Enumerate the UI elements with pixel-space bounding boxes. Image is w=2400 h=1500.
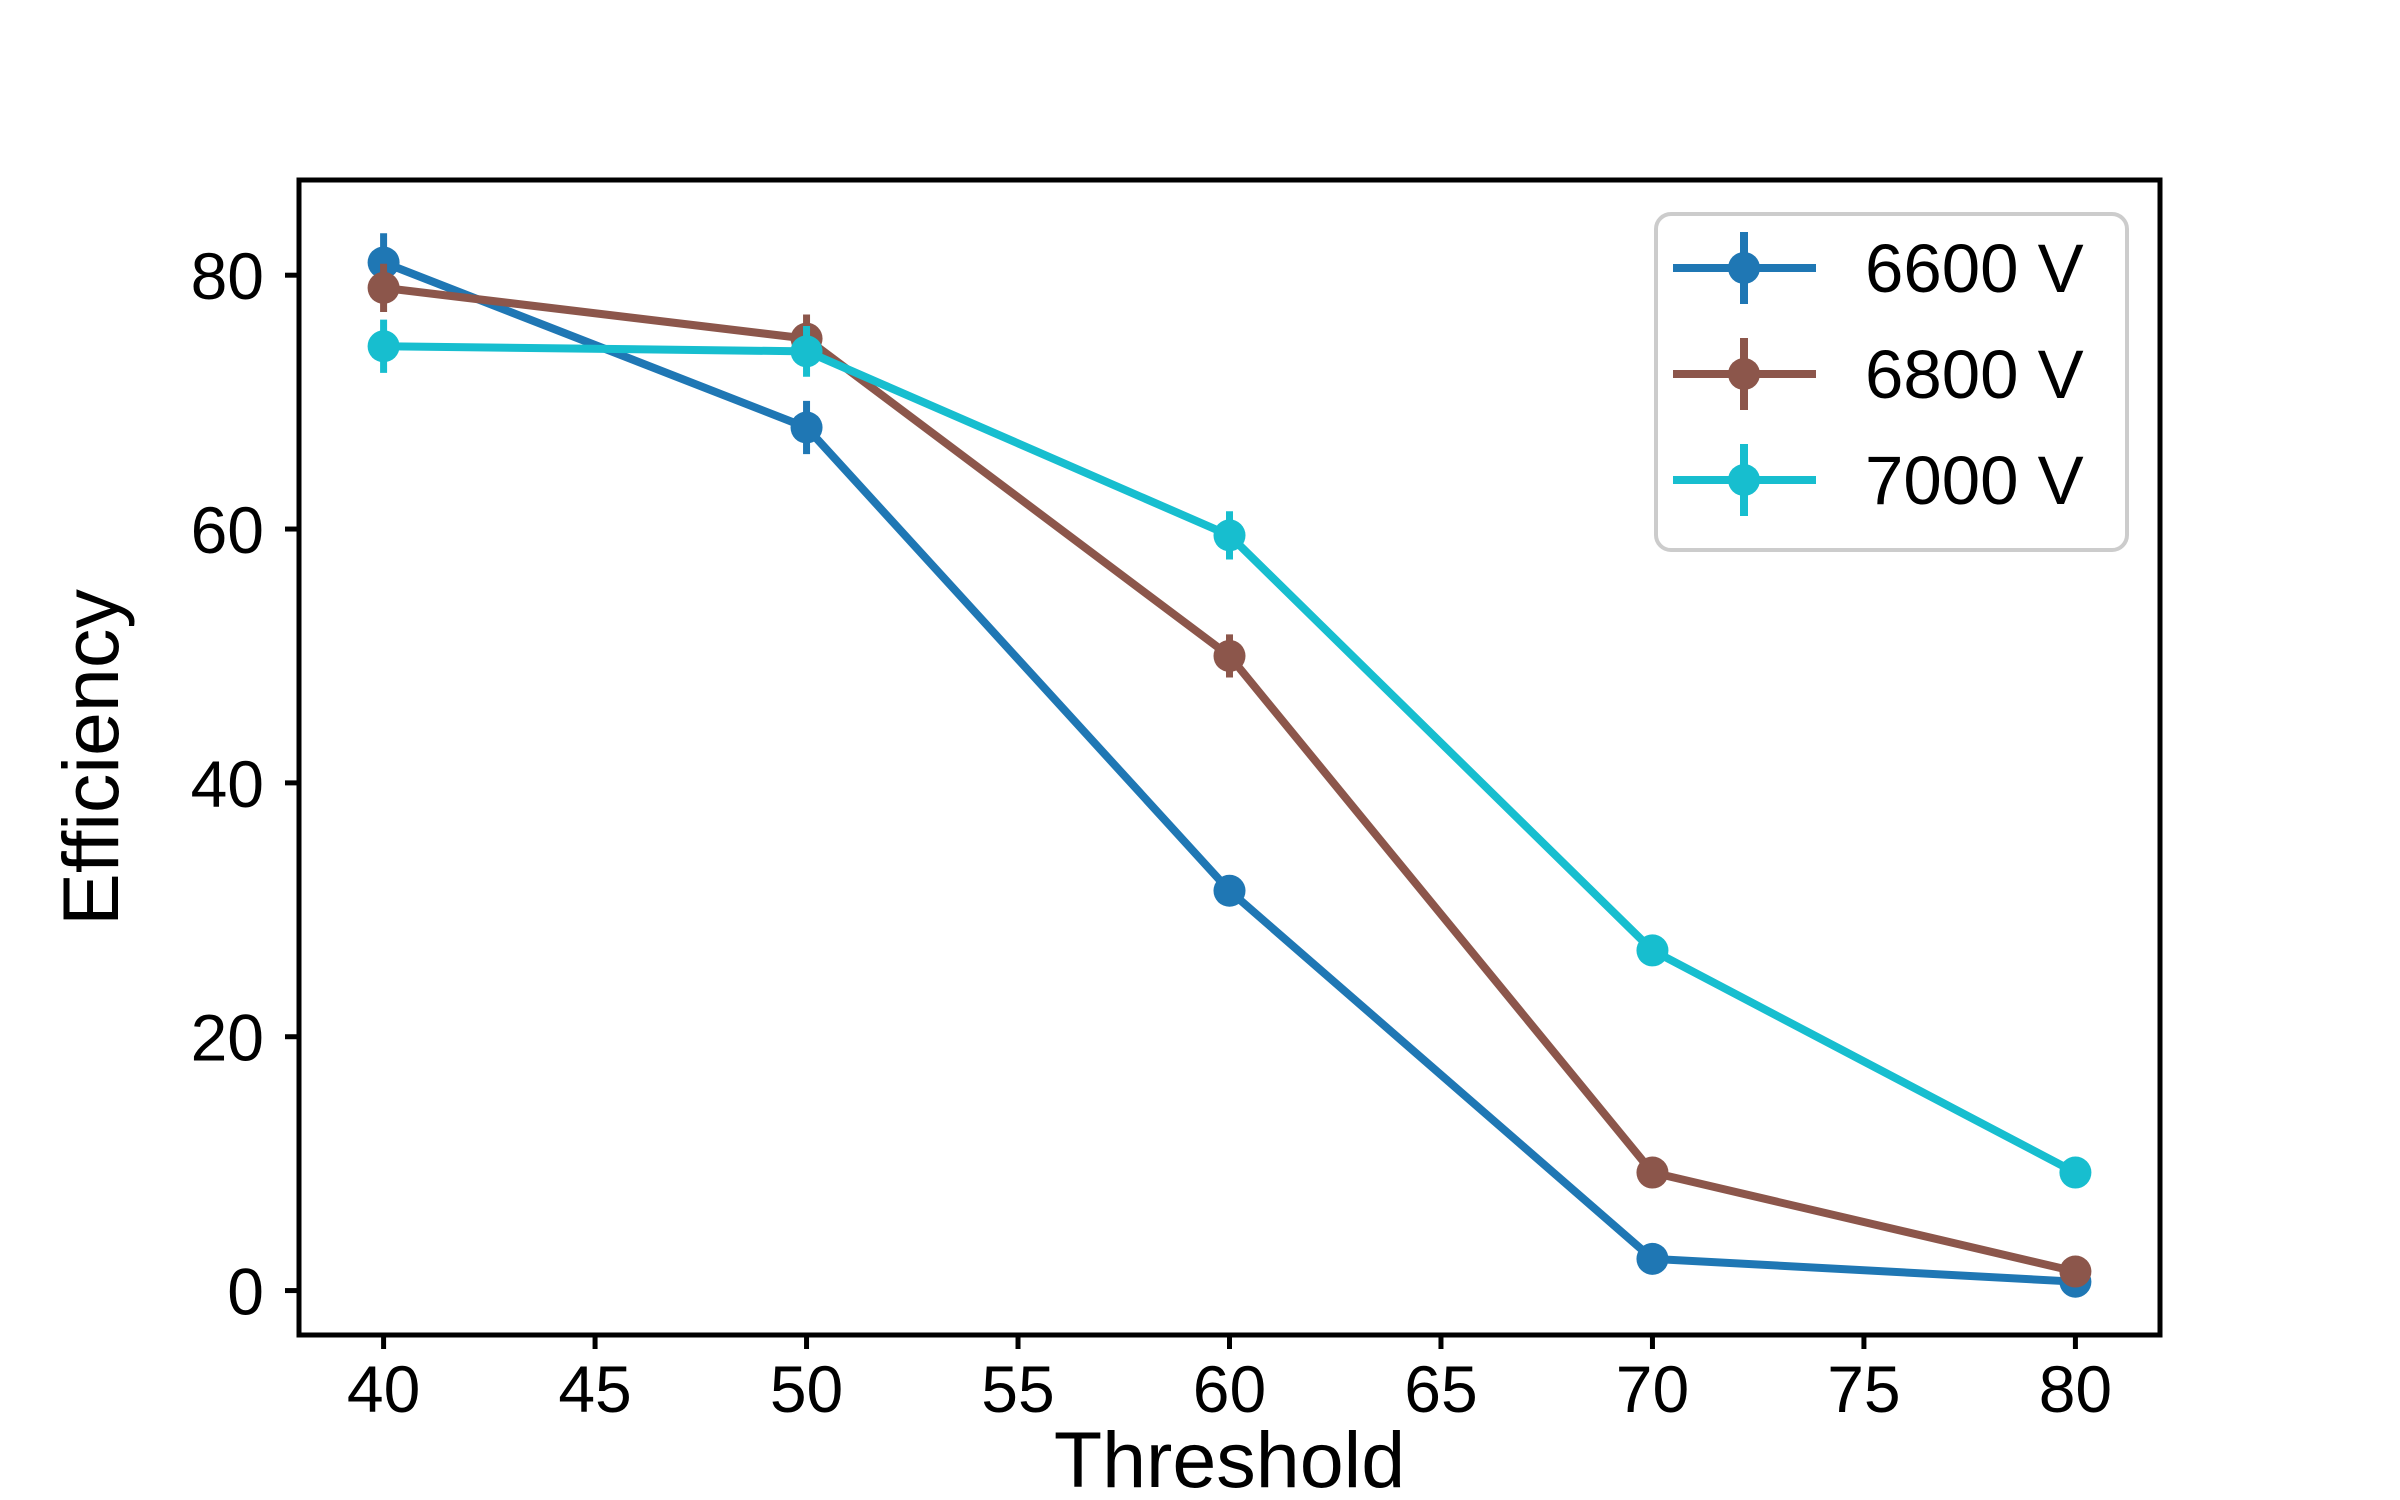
data-point-marker [367,330,400,363]
series-6600-v [367,233,2092,1298]
plot-frame [296,177,2163,1338]
axes-ticks: 40 45 50 55 60 65 70 75 80 0 20 40 60 80 [191,239,2113,1426]
data-point-marker [2059,1156,2092,1189]
data-point-marker [367,271,400,304]
y-axis-label: Efficiency [46,589,135,926]
legend-label: 6600 V [1865,230,2084,307]
y-tick-label: 20 [191,1001,264,1075]
data-point-marker [1213,519,1246,552]
legend-label: 6800 V [1865,336,2084,413]
x-tick-label: 55 [981,1352,1054,1426]
legend-marker [1728,252,1760,284]
data-point-marker [1636,934,1669,967]
legend-marker [1728,358,1760,390]
legend: 6600 V 6800 V 7000 V [1654,212,2129,552]
x-tick-label: 60 [1193,1352,1266,1426]
legend-item-6800-v: 6800 V [1673,336,2084,413]
x-tick-label: 70 [1616,1352,1689,1426]
x-axis-label: Threshold [1054,1415,1405,1500]
data-point-marker [2059,1255,2092,1288]
data-point-marker [790,335,823,368]
legend-label: 7000 V [1865,442,2084,519]
legend-box [1654,212,2129,552]
data-point-marker [367,246,400,279]
y-tick-label: 80 [191,239,264,313]
data-point-marker [790,411,823,444]
y-tick-label: 0 [227,1255,264,1329]
x-tick-label: 45 [558,1352,631,1426]
series-7000-v [367,319,2092,1189]
x-tick-label: 40 [347,1352,420,1426]
data-point-marker [1213,639,1246,672]
x-tick-label: 75 [1827,1352,1900,1426]
x-tick-label: 65 [1404,1352,1477,1426]
x-tick-label: 50 [770,1352,843,1426]
data-point-marker [1213,874,1246,907]
legend-marker [1728,464,1760,496]
legend-item-6600-v: 6600 V [1673,230,2084,307]
data-point-marker [1636,1242,1669,1275]
x-tick-label: 80 [2039,1352,2112,1426]
y-tick-label: 60 [191,493,264,567]
legend-item-7000-v: 7000 V [1673,442,2084,519]
y-tick-label: 40 [191,747,264,821]
data-point-marker [1636,1156,1669,1189]
